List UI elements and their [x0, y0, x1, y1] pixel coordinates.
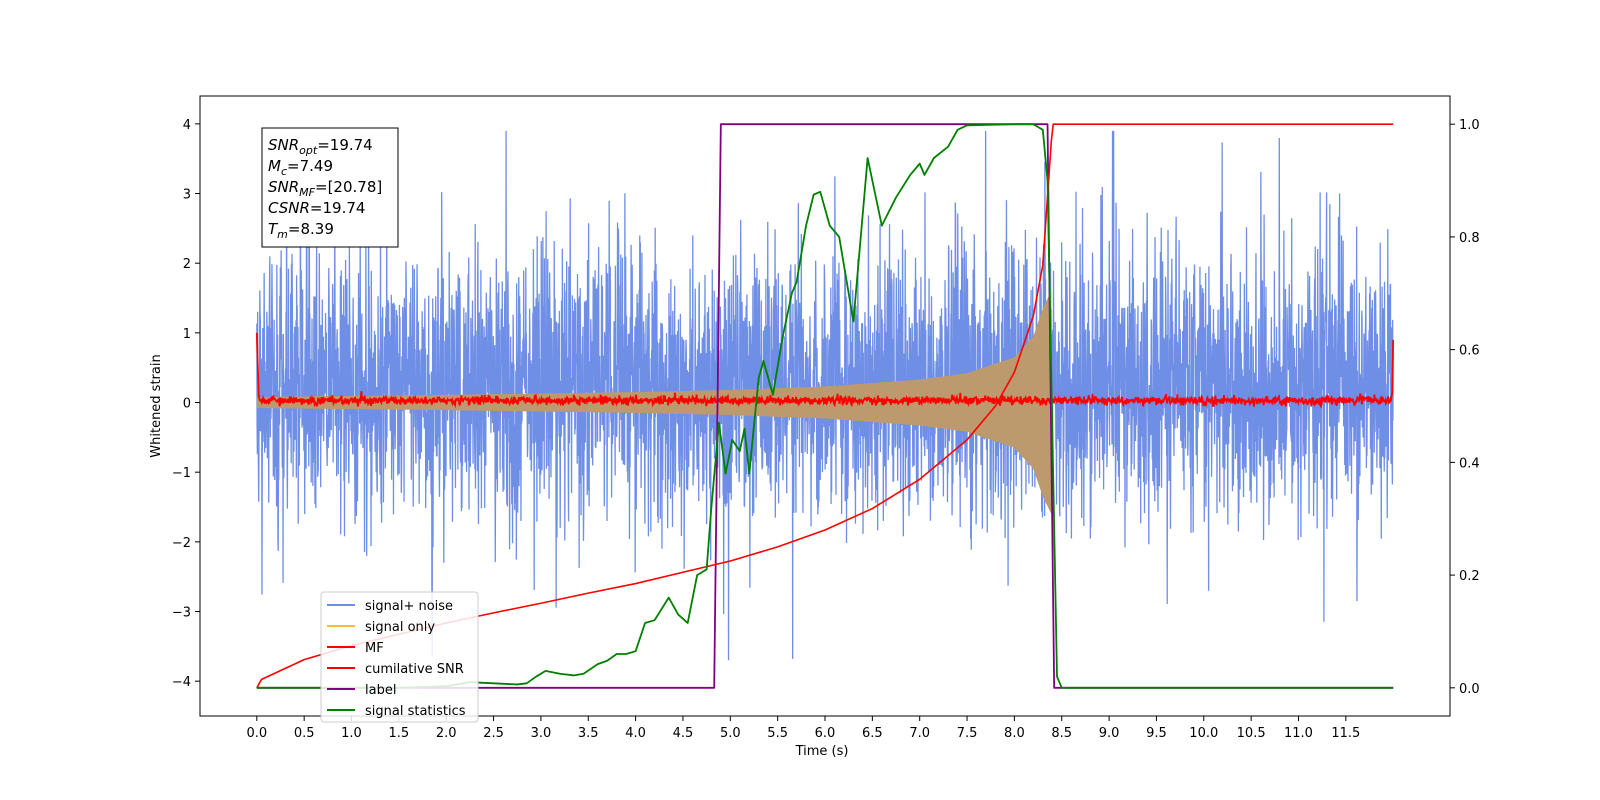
y-tick-label: 2	[183, 257, 191, 272]
annotation-line: CSNR=19.74	[268, 199, 365, 217]
x-axis-ticks: 0.0 0.5 1.0 1.5 2.0 2.5 3.0 3.5 4.0 4.5 5.0 5.5 6.0 6…	[246, 716, 1360, 741]
y-axis-ticks: −4 −3 −2 −1 0 1 2 3 4	[172, 118, 200, 690]
x-tick-label: 1.5	[389, 726, 410, 741]
y2-tick-label: 0.2	[1459, 569, 1480, 584]
legend-label: MF	[365, 641, 384, 656]
x-tick-label: 2.0	[436, 726, 457, 741]
annotation-line: SNRMF=[20.78]	[268, 178, 382, 199]
y2-tick-label: 0.0	[1459, 682, 1480, 697]
x-tick-label: 0.0	[246, 726, 267, 741]
y-tick-label: 3	[183, 188, 191, 203]
y-axis-label: Whitened strain	[149, 354, 164, 457]
y-tick-label: −3	[172, 606, 191, 621]
x-tick-label: 6.5	[862, 726, 883, 741]
legend-label: signal+ noise	[365, 599, 453, 614]
x-tick-label: 6.0	[815, 726, 836, 741]
x-tick-label: 2.5	[483, 726, 504, 741]
x-axis-label: Time (s)	[795, 744, 849, 759]
x-tick-label: 5.5	[767, 726, 788, 741]
stats-annotation-box: SNRopt=19.74Mc=7.49SNRMF=[20.78]CSNR=19.…	[261, 127, 399, 248]
x-tick-label: 10.0	[1189, 726, 1218, 741]
x-tick-label: 0.5	[294, 726, 315, 741]
signal-statistics-line	[256, 123, 1394, 689]
y-tick-label: −2	[172, 536, 191, 551]
annotation-line: SNRopt=19.74	[268, 136, 373, 157]
x-tick-label: 1.0	[341, 726, 362, 741]
y-tick-label: −4	[172, 675, 191, 690]
y2-tick-label: 0.8	[1459, 231, 1480, 246]
x-tick-label: 11.5	[1331, 726, 1360, 741]
y2-tick-label: 0.4	[1459, 456, 1480, 471]
x-tick-label: 5.0	[720, 726, 741, 741]
legend-label: label	[365, 683, 396, 698]
annotation-line: Mc=7.49	[268, 157, 333, 178]
legend-frame	[320, 591, 479, 723]
x-tick-label: 7.0	[909, 726, 930, 741]
annotation-line: Tm=8.39	[268, 220, 334, 241]
x-tick-label: 9.5	[1146, 726, 1167, 741]
x-tick-label: 11.0	[1284, 726, 1313, 741]
mf-line	[255, 332, 1395, 409]
x-tick-label: 7.5	[957, 726, 978, 741]
y2-axis-ticks: 0.0 0.2 0.4 0.6 0.8 1.0	[1450, 118, 1480, 697]
x-tick-label: 8.0	[1004, 726, 1025, 741]
legend-label: signal statistics	[365, 704, 466, 719]
x-tick-label: 3.5	[578, 726, 599, 741]
y2-tick-label: 1.0	[1459, 118, 1480, 133]
y-tick-label: 0	[183, 397, 191, 412]
x-tick-label: 10.5	[1237, 726, 1266, 741]
legend-label: cumilative SNR	[365, 662, 464, 677]
annotation-frame	[261, 127, 399, 248]
x-tick-label: 9.0	[1099, 726, 1120, 741]
x-tick-label: 4.5	[673, 726, 694, 741]
y2-tick-label: 0.6	[1459, 344, 1480, 359]
y-tick-label: −1	[172, 466, 191, 481]
legend-label: signal only	[365, 620, 435, 635]
y-tick-label: 4	[183, 118, 191, 133]
x-tick-label: 4.0	[625, 726, 646, 741]
y-tick-label: 1	[183, 327, 191, 342]
legend: signal+ noise signal only MF cumilative SNR…	[320, 591, 479, 723]
plot-traces	[255, 123, 1395, 689]
x-tick-label: 8.5	[1051, 726, 1072, 741]
x-tick-label: 3.0	[531, 726, 552, 741]
